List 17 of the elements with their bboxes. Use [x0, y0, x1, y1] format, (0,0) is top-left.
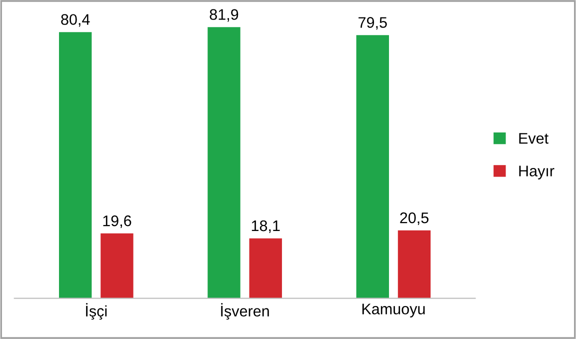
- data-label: 81,9: [210, 9, 238, 22]
- legend-label: Hayır: [519, 166, 554, 180]
- x-tick-label: Kamuoyu: [362, 304, 425, 318]
- x-tick-label: İşveren: [221, 303, 269, 320]
- bar: [100, 233, 134, 298]
- x-tick-label: İşçi: [86, 303, 107, 320]
- data-label: 80,4: [61, 14, 90, 27]
- bar: [356, 35, 389, 298]
- legend-label: Evet: [519, 133, 548, 144]
- bar: [249, 238, 282, 298]
- bar: [208, 27, 240, 298]
- bar: [398, 230, 431, 298]
- data-label: 79,5: [358, 17, 387, 30]
- data-label: 19,6: [103, 215, 132, 228]
- bar: [58, 32, 92, 298]
- data-label: 18,1: [252, 220, 280, 234]
- data-label: 20,5: [400, 212, 428, 226]
